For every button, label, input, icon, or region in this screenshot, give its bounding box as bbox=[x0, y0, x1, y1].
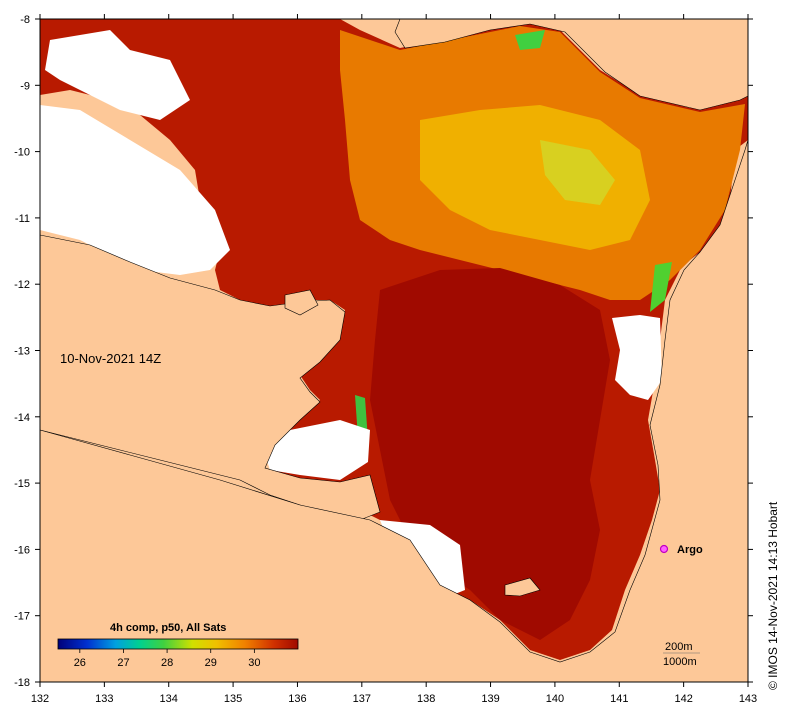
x-tick-label: 140 bbox=[546, 693, 564, 705]
x-tick-label: 135 bbox=[224, 693, 242, 705]
y-tick-label: -11 bbox=[15, 213, 30, 225]
colorbar: 4h comp, p50, All Sats 26 27 28 29 30 bbox=[57, 622, 299, 669]
land-new-guinea bbox=[394, 18, 749, 111]
colorbar-tick-label: 28 bbox=[161, 657, 173, 669]
x-tick-label: 143 bbox=[739, 693, 757, 705]
y-axis-ticks: -8 -9 -10 -11 -12 -13 -14 -15 -16 -17 -18 bbox=[14, 14, 753, 689]
colorbar-tick-label: 27 bbox=[117, 657, 129, 669]
colorbar-bar bbox=[57, 638, 299, 650]
date-label: 10-Nov-2021 14Z bbox=[60, 351, 161, 366]
x-tick-label: 132 bbox=[31, 693, 49, 705]
x-tick-label: 141 bbox=[610, 693, 628, 705]
argo-label: Argo bbox=[677, 544, 703, 556]
land-groote bbox=[284, 289, 319, 316]
argo-float-icon bbox=[659, 544, 669, 554]
x-axis-ticks: 132 133 134 135 136 137 138 139 140 141 142 143 bbox=[31, 14, 757, 705]
x-tick-label: 134 bbox=[160, 693, 178, 705]
sst-green-coast-e bbox=[650, 262, 672, 312]
contour-1000m-label: 1000m bbox=[663, 656, 697, 668]
x-tick-label: 138 bbox=[417, 693, 435, 705]
x-tick-label: 137 bbox=[353, 693, 371, 705]
y-tick-label: -10 bbox=[14, 147, 30, 159]
land-south-coast bbox=[39, 139, 749, 683]
colorbar-ticks: 26 27 28 29 30 bbox=[74, 649, 260, 669]
nodata-southwest bbox=[265, 420, 370, 480]
colorbar-tick-label: 30 bbox=[248, 657, 260, 669]
nodata-northwest bbox=[45, 30, 190, 120]
colorbar-tick-label: 29 bbox=[205, 657, 217, 669]
contour-200m-label: 200m bbox=[665, 641, 693, 653]
argo-marker: Argo bbox=[659, 544, 703, 556]
y-tick-label: -16 bbox=[14, 544, 30, 556]
colorbar-title: 4h comp, p50, All Sats bbox=[110, 622, 226, 634]
y-tick-label: -13 bbox=[14, 346, 30, 358]
credit-label: © IMOS 14-Nov-2021 14:13 Hobart bbox=[766, 501, 780, 690]
y-tick-label: -18 bbox=[14, 677, 30, 689]
x-tick-label: 133 bbox=[95, 693, 113, 705]
x-tick-label: 136 bbox=[288, 693, 306, 705]
land-mornington bbox=[504, 577, 541, 597]
colorbar-tick-label: 26 bbox=[74, 657, 86, 669]
contour-legend: 200m 1000m bbox=[663, 641, 700, 668]
y-tick-label: -12 bbox=[14, 279, 30, 291]
y-tick-label: -15 bbox=[14, 478, 30, 490]
x-tick-label: 142 bbox=[674, 693, 692, 705]
y-tick-label: -9 bbox=[20, 80, 30, 92]
nodata-east bbox=[612, 315, 662, 400]
y-tick-label: -17 bbox=[14, 611, 30, 623]
x-tick-label: 139 bbox=[481, 693, 499, 705]
sst-yellow-patch bbox=[420, 105, 650, 250]
sst-light-yellow-patch bbox=[540, 140, 615, 205]
y-tick-label: -14 bbox=[14, 412, 30, 424]
y-tick-label: -8 bbox=[20, 14, 30, 26]
sst-green-coast-ne bbox=[515, 30, 545, 50]
map-area bbox=[39, 18, 749, 683]
nodata-west bbox=[40, 105, 230, 275]
